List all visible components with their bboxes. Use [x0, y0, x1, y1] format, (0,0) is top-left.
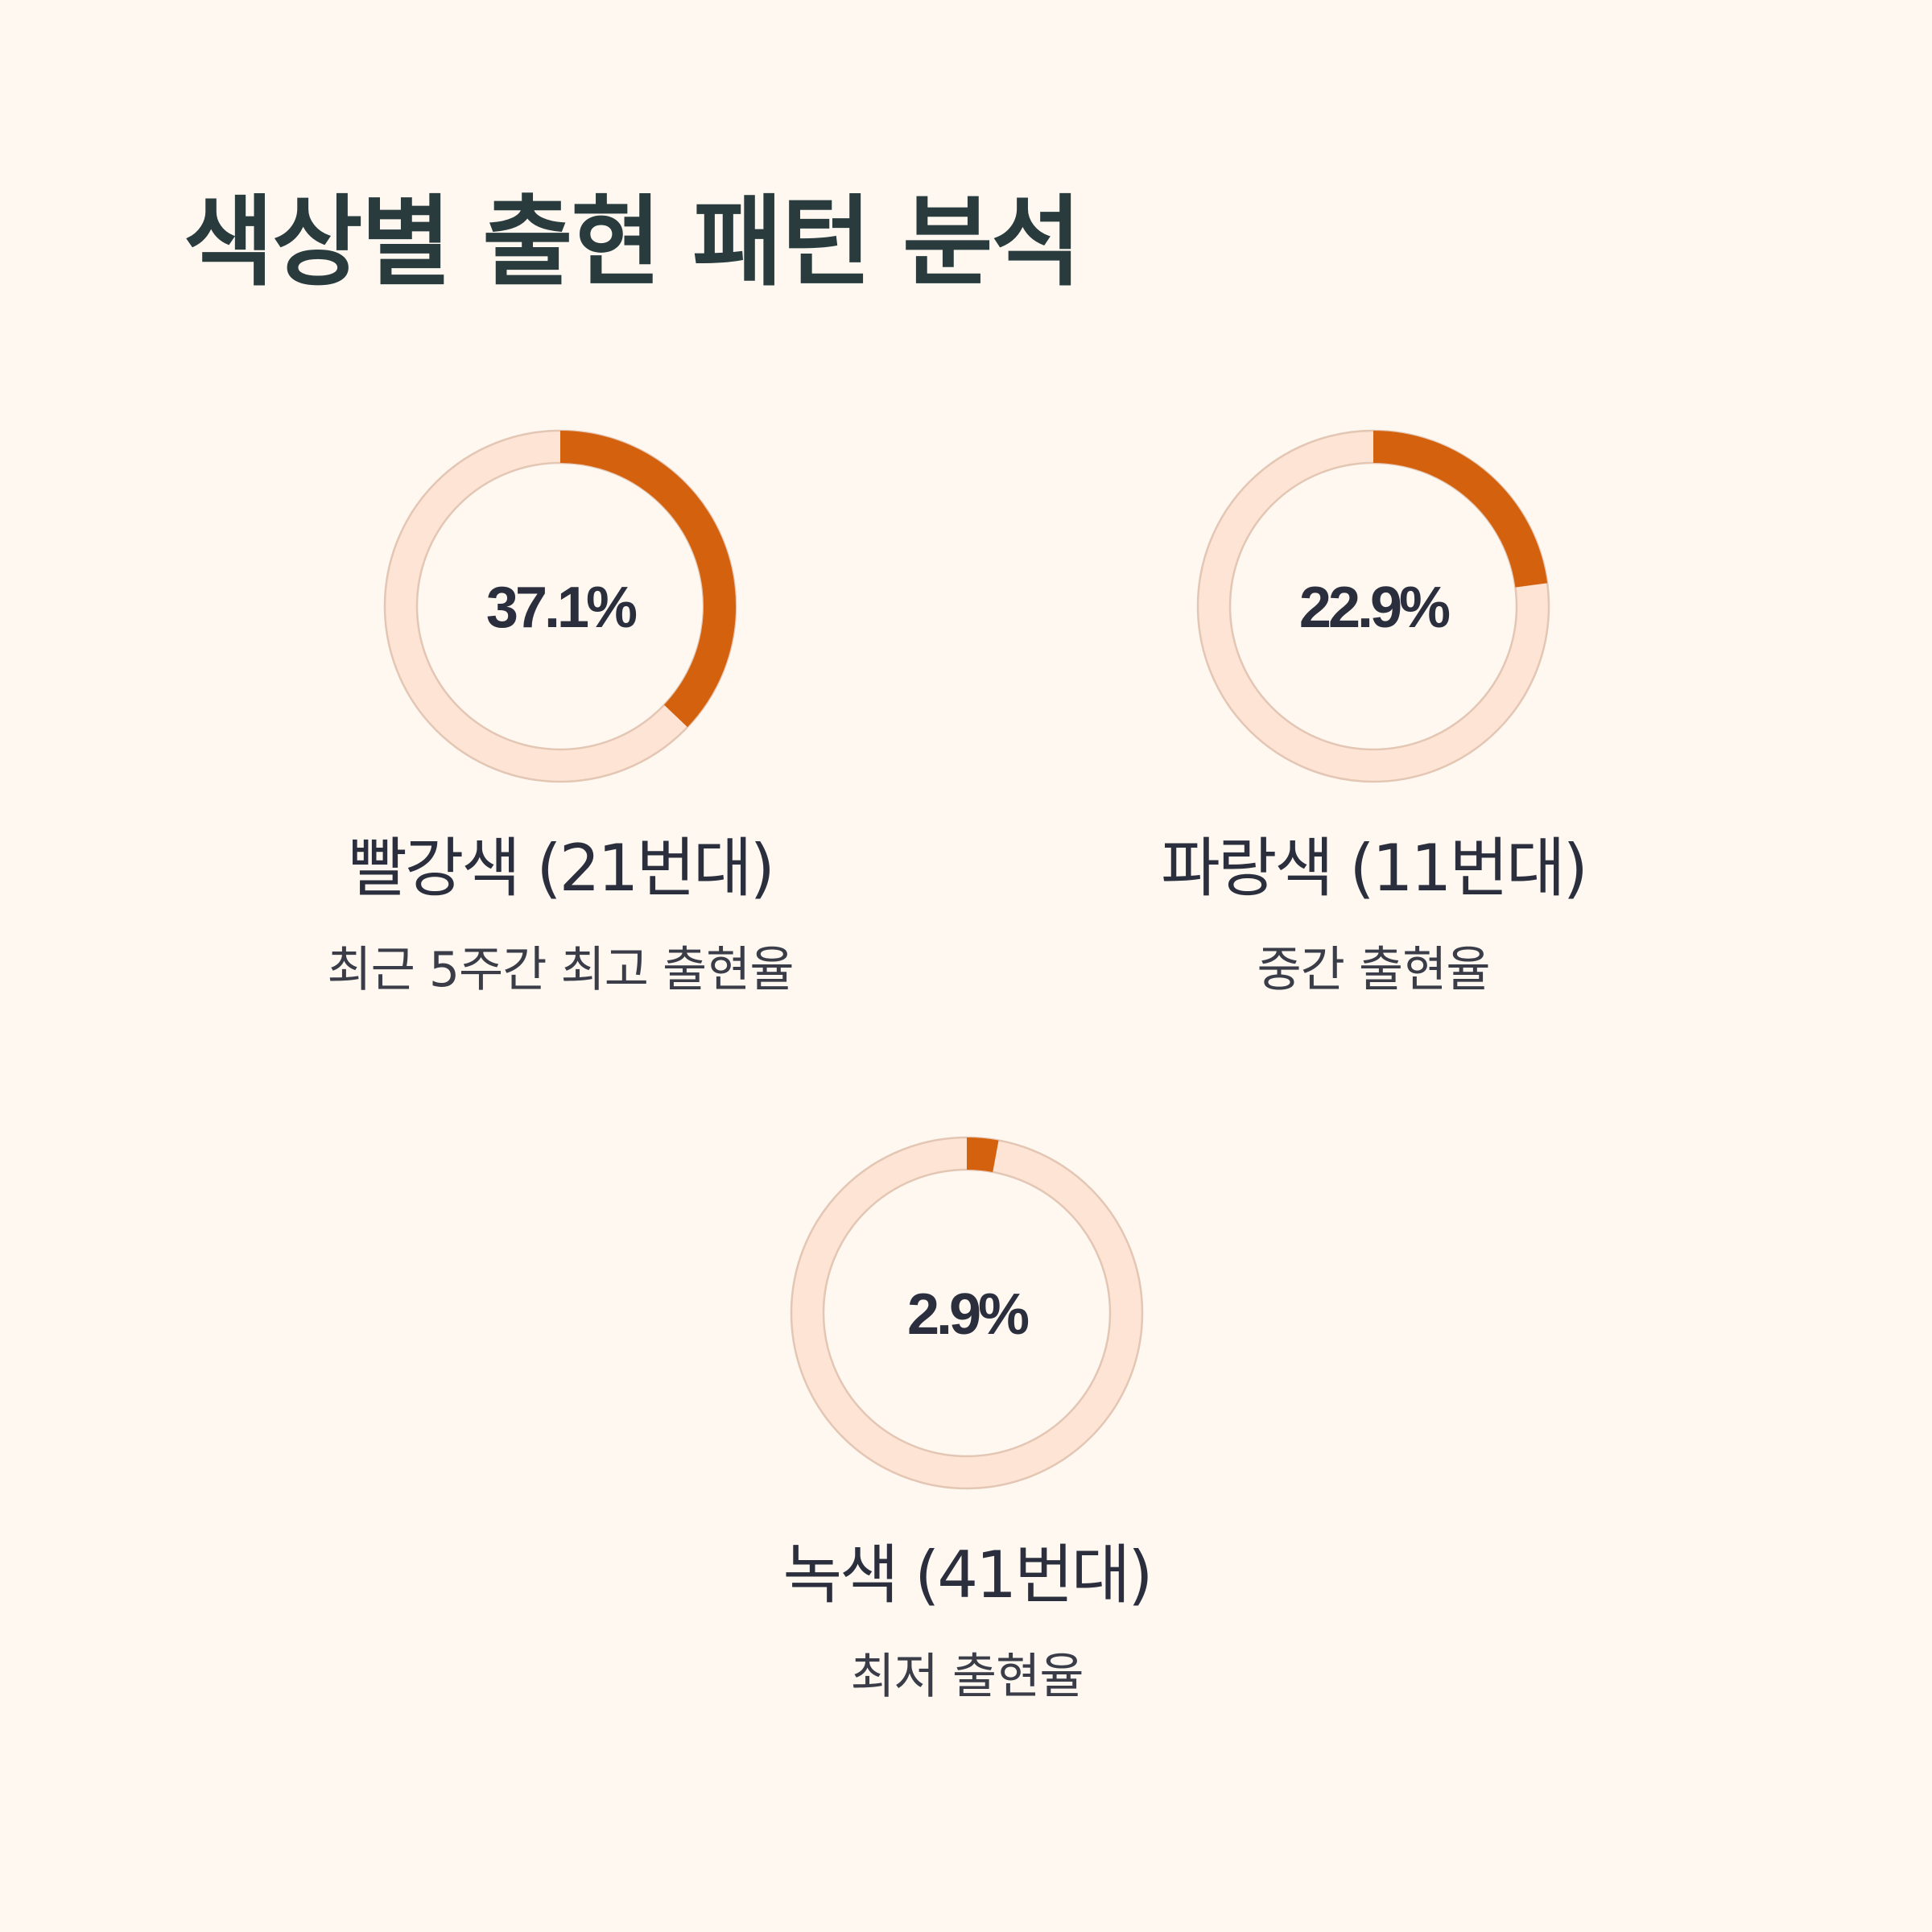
donut-gauge-blue: 22.9%: [1196, 429, 1550, 783]
gauge-subtitle: 중간 출현율: [1257, 942, 1490, 998]
gauge-percent-label: 37.1%: [486, 576, 637, 640]
gauge-title: 빨강색 (21번대): [348, 831, 775, 906]
gauge-track-inner-edge: [1228, 461, 1518, 751]
gauge-progress-arc: [559, 431, 736, 728]
donut-gauge-red: 37.1%: [383, 429, 737, 783]
gauge-title: 녹색 (41번대): [782, 1538, 1153, 1612]
gauge-card-blue: 22.9% 파랑색 (11번대) 중간 출현율: [1092, 429, 1655, 994]
gauge-progress-arc: [966, 1137, 999, 1173]
gauge-subtitle: 최근 5주간 최고 출현율: [327, 942, 794, 998]
gauge-card-red: 37.1% 빨강색 (21번대) 최근 5주간 최고 출현율: [279, 429, 842, 994]
gauge-percent-label: 2.9%: [907, 1282, 1029, 1347]
gauge-track-outer-edge: [790, 1136, 1144, 1490]
gauge-progress-arc: [1373, 431, 1548, 588]
gauge-card-green: 2.9% 녹색 (41번대) 최저 출현율: [685, 1136, 1249, 1701]
page-title: 색상별 출현 패턴 분석: [184, 185, 1082, 299]
gauge-title: 파랑색 (11번대): [1161, 831, 1588, 906]
donut-gauge-green: 2.9%: [790, 1136, 1144, 1490]
gauge-subtitle: 최저 출현율: [850, 1649, 1084, 1705]
gauge-percent-label: 22.9%: [1299, 576, 1450, 640]
